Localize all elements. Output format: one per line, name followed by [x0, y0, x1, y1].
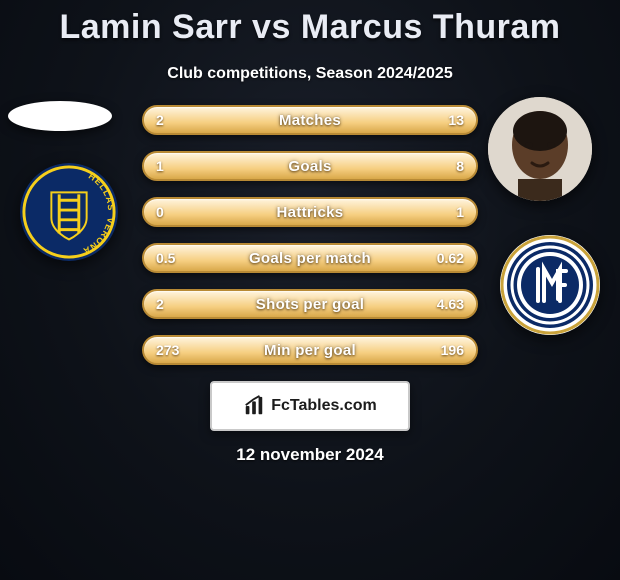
stat-value-left: 273: [156, 342, 179, 358]
stat-row: 2 Matches 13: [142, 105, 478, 135]
stat-row: 273 Min per goal 196: [142, 335, 478, 365]
infographic-date: 12 november 2024: [0, 445, 620, 465]
stat-value-left: 0: [156, 204, 164, 220]
stat-label: Goals per match: [249, 250, 371, 267]
brand-chip[interactable]: FcTables.com: [210, 381, 410, 431]
player2-avatar: [488, 97, 592, 201]
stats-bars: 2 Matches 13 1 Goals 8 0 Hattricks 1 0.5 Goals per…: [142, 105, 478, 365]
stat-label: Hattricks: [277, 204, 344, 221]
hellas-verona-icon: HELLAS VERONA: [20, 163, 118, 261]
page-title: Lamin Sarr vs Marcus Thuram: [0, 0, 620, 47]
player1-club-badge: HELLAS VERONA: [20, 163, 118, 261]
comparison-panel: HELLAS VERONA: [0, 105, 620, 465]
stat-value-left: 0.5: [156, 250, 175, 266]
player1-avatar: [8, 101, 112, 131]
stat-row: 0 Hattricks 1: [142, 197, 478, 227]
stat-label: Goals: [288, 158, 331, 175]
stat-value-left: 1: [156, 158, 164, 174]
stat-label: Matches: [279, 112, 341, 129]
stat-value-right: 4.63: [437, 296, 464, 312]
stat-row: 0.5 Goals per match 0.62: [142, 243, 478, 273]
stat-value-right: 13: [448, 112, 464, 128]
player2-face-icon: [488, 97, 592, 201]
stat-value-right: 196: [441, 342, 464, 358]
stat-value-right: 8: [456, 158, 464, 174]
stat-value-left: 2: [156, 112, 164, 128]
player2-club-badge: [500, 235, 600, 335]
inter-milan-icon: [500, 235, 600, 335]
stat-label: Min per goal: [264, 342, 356, 359]
stat-value-left: 2: [156, 296, 164, 312]
stat-row: 2 Shots per goal 4.63: [142, 289, 478, 319]
stat-value-right: 1: [456, 204, 464, 220]
stat-label: Shots per goal: [256, 296, 364, 313]
stat-row: 1 Goals 8: [142, 151, 478, 181]
stat-value-right: 0.62: [437, 250, 464, 266]
fctables-logo-icon: [243, 395, 265, 417]
subtitle: Club competitions, Season 2024/2025: [0, 65, 620, 83]
brand-text: FcTables.com: [271, 397, 377, 415]
